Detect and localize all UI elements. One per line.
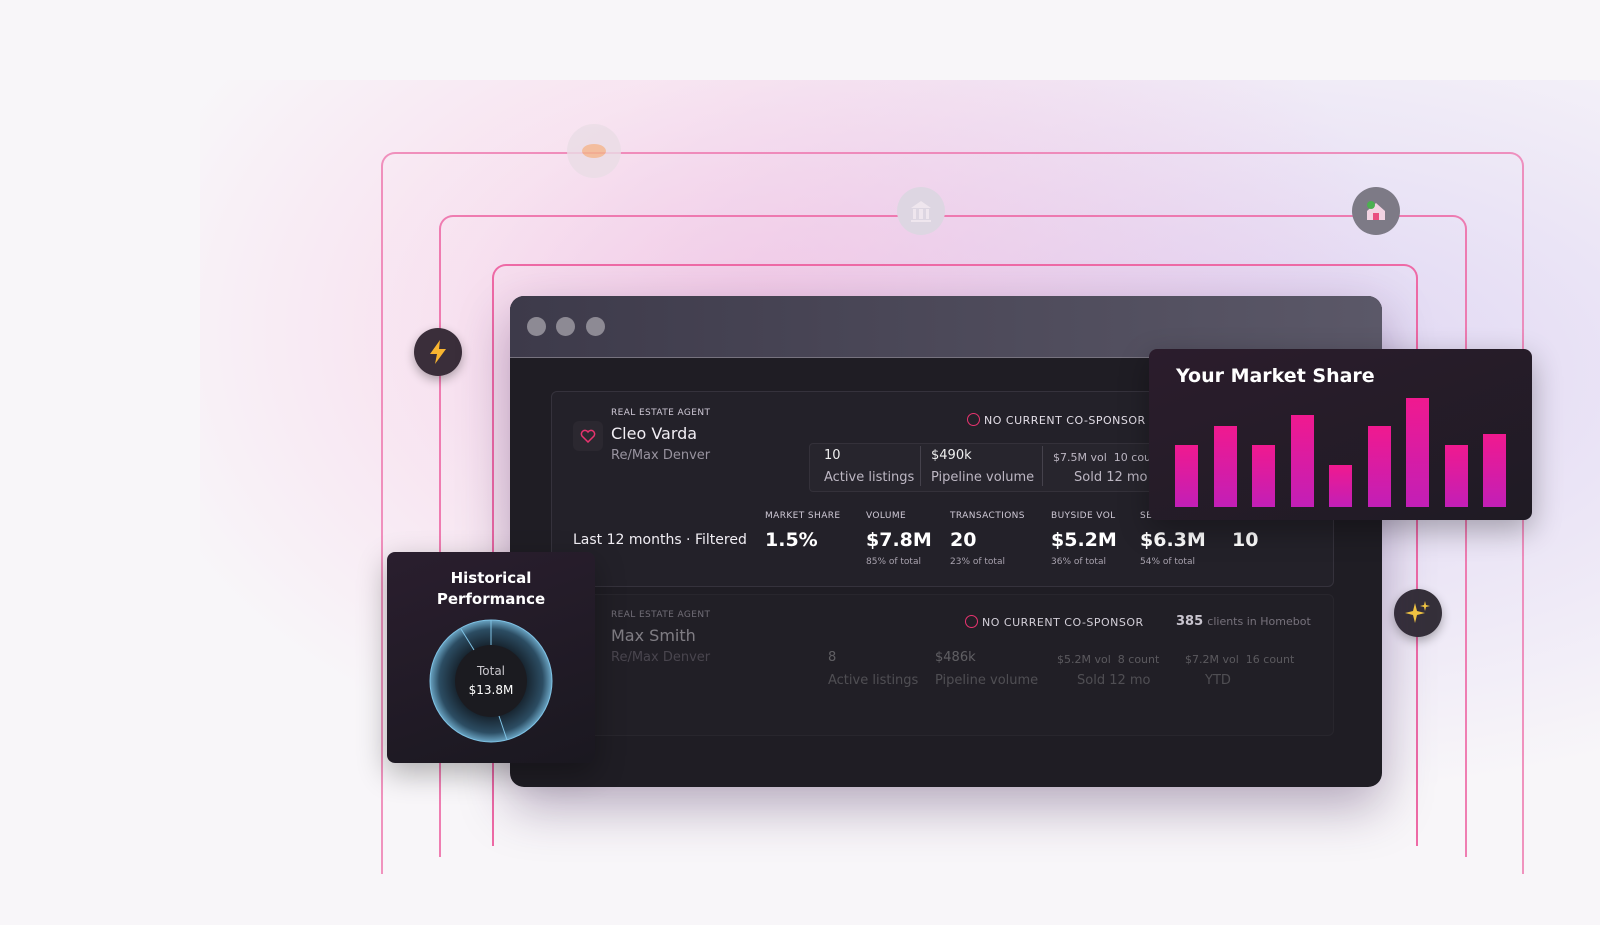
badge-text: NO CURRENT CO-SPONSOR	[982, 616, 1144, 629]
market-share-title: Your Market Share	[1176, 365, 1375, 387]
donut-dividers	[460, 620, 508, 741]
handshake-icon	[567, 124, 621, 178]
agent-name: Cleo Varda	[611, 424, 698, 443]
bar	[1444, 444, 1468, 507]
browser-window	[510, 296, 1382, 787]
window-dot	[527, 317, 546, 336]
metric-value: 1.5%	[765, 529, 818, 551]
title-bar	[510, 296, 1382, 358]
stat-value: $7.2M vol 16 count	[1185, 653, 1294, 666]
metric-value: 20	[950, 529, 977, 551]
icon	[430, 340, 446, 364]
window-dot	[586, 317, 605, 336]
stat-count: 8 count	[1117, 653, 1160, 666]
historical-title: Historical Performance	[436, 569, 546, 608]
bank-icon	[897, 187, 945, 235]
lightning-icon	[414, 328, 462, 376]
icon	[1405, 601, 1430, 623]
company: Re/Max Denver	[611, 448, 711, 463]
market-share-card: Your Market Share	[1149, 349, 1532, 520]
stat-value: $7.5M vol 10 count	[1053, 451, 1162, 464]
role: REAL ESTATE AGENT	[611, 408, 711, 418]
metric-sub: 36% of total	[1051, 557, 1106, 567]
favorite-button[interactable]	[573, 421, 603, 451]
house-icon	[1352, 187, 1400, 235]
divider	[1042, 446, 1043, 486]
badge: NO CURRENT CO-SPONSOR	[967, 413, 1146, 427]
stat-volume: $7.2M vol	[1185, 653, 1239, 666]
bar	[1367, 426, 1391, 507]
total-value: $13.8M	[469, 683, 514, 697]
metric-value: 10	[1232, 529, 1259, 551]
window-dot	[556, 317, 575, 336]
stat-label: Active listings	[828, 673, 919, 688]
stat-value: $490k	[931, 448, 972, 463]
stat-label: Active listings	[824, 470, 915, 485]
stat-volume: $5.2M vol	[1057, 653, 1111, 666]
total-label: Total	[476, 664, 505, 678]
badge-text: NO CURRENT CO-SPONSOR	[984, 414, 1146, 427]
stat-label: Pipeline volume	[935, 673, 1039, 688]
heart-icon	[580, 429, 596, 443]
agent-card	[551, 594, 1334, 736]
period: Last 12 months · Filtered	[573, 532, 747, 548]
metric-sub: 23% of total	[950, 557, 1005, 567]
bar	[1252, 444, 1275, 507]
stat-value: 10	[824, 448, 841, 463]
clients-count: 385	[1176, 614, 1204, 629]
stat-label: Sold 12 mo	[1074, 470, 1148, 485]
bar	[1329, 465, 1352, 507]
clients-label: clients in Homebot	[1207, 615, 1311, 628]
company: Re/Max Denver	[611, 650, 711, 665]
metric-label: BUYSIDE VOL	[1051, 511, 1116, 521]
historical-card: Historical Performance Total $13.8M	[387, 552, 595, 763]
metric-label: VOLUME	[866, 511, 907, 521]
agent-name: Max Smith	[611, 626, 696, 645]
metric-label: MARKET SHARE	[765, 511, 841, 521]
metric-value: $5.2M	[1051, 529, 1117, 551]
metric-sub: 85% of total	[866, 557, 921, 567]
icon	[582, 144, 606, 158]
bar	[1483, 433, 1506, 507]
stat-value: $5.2M vol 8 count	[1057, 653, 1159, 666]
bar	[1213, 426, 1237, 507]
metric-value: $6.3M	[1140, 529, 1206, 551]
stat-value: $486k	[935, 650, 976, 665]
stat-volume: $7.5M vol	[1053, 451, 1107, 464]
sparkle-icon	[1394, 589, 1442, 637]
donut: Total $13.8M	[429, 619, 553, 743]
stat-label: YTD	[1205, 673, 1231, 688]
stat-label: Pipeline volume	[931, 470, 1035, 485]
donut-hole	[455, 645, 527, 717]
role: REAL ESTATE AGENT	[611, 610, 711, 620]
stat-count: 16 count	[1245, 653, 1295, 666]
metric-value: $7.8M	[866, 529, 932, 551]
stats-box	[809, 443, 1155, 492]
icon	[1367, 201, 1385, 220]
icon	[911, 201, 931, 222]
frame-middle	[439, 215, 1467, 857]
clients: 385 clients in Homebot	[1176, 614, 1311, 629]
divider	[920, 446, 921, 486]
bar	[1406, 397, 1429, 507]
stat-label: Sold 12 mo	[1077, 673, 1151, 688]
bar	[1175, 444, 1198, 507]
metric-label: TRANSACTIONS	[950, 511, 1025, 521]
metric-sub: 54% of total	[1140, 557, 1195, 567]
stat-value: 8	[828, 650, 837, 665]
badge: NO CURRENT CO-SPONSOR	[965, 615, 1144, 629]
bar	[1290, 415, 1314, 507]
